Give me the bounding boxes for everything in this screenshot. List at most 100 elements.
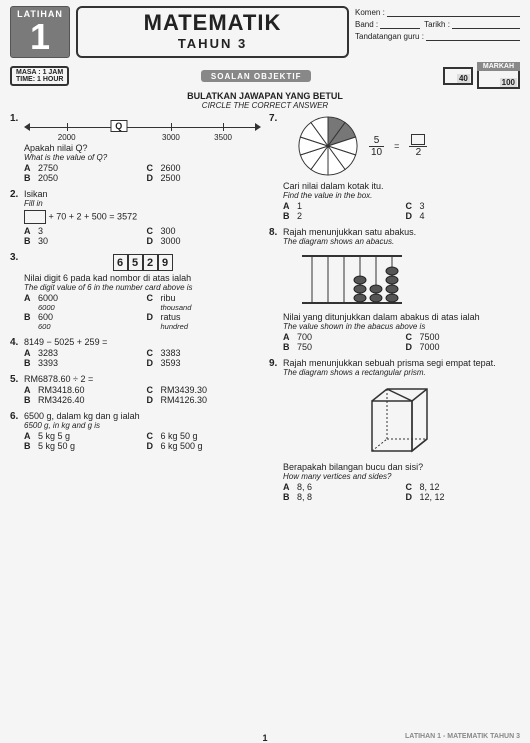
question-6: 6. 6500 g, dalam kg dan g ialah 6500 g, … (10, 411, 261, 451)
masa-l2: TIME: 1 HOUR (16, 76, 63, 83)
q7-num: 7. (269, 113, 283, 221)
time-box: MASA : 1 JAM TIME: 1 HOUR (10, 66, 69, 86)
pie-chart-icon (297, 115, 359, 177)
q1-opt-b[interactable]: B2050 (24, 173, 139, 183)
abacus-icon (297, 248, 407, 308)
q2-title-en: Fill in (24, 199, 261, 208)
q3-opt-c[interactable]: Cributhousand (147, 293, 262, 312)
q8-opt-d[interactable]: D7000 (406, 342, 521, 352)
q8-prompt-en: The diagram shows an abacus. (283, 237, 520, 246)
q4-opt-d[interactable]: D3593 (147, 358, 262, 368)
q1-prompt-bm: Apakah nilai Q? (24, 143, 261, 153)
q5-opt-c[interactable]: CRM3439.30 (147, 385, 262, 395)
q6-opt-d[interactable]: D6 kg 500 g (147, 441, 262, 451)
q3-prompt-bm: Nilai digit 6 pada kad nombor di atas ia… (24, 273, 261, 283)
sign-line[interactable] (426, 32, 520, 41)
q3-opt-d[interactable]: Dratushundred (147, 312, 262, 331)
question-4: 4. 8149 − 5025 + 259 = A3283 C3383 B3393… (10, 337, 261, 368)
q6-opt-a[interactable]: A5 kg 5 g (24, 431, 139, 441)
q1-opt-c[interactable]: C2600 (147, 163, 262, 173)
q4-opt-c[interactable]: C3383 (147, 348, 262, 358)
number-cards: 6 5 2 9 (24, 254, 261, 271)
q5-opt-d[interactable]: DRM4126.30 (147, 395, 262, 405)
q6-prompt-bm: 6500 g, dalam kg dan g ialah (24, 411, 261, 421)
q8-opt-a[interactable]: A700 (283, 332, 398, 342)
question-7: 7. 510 = 2 Cari nilai dalam kotak itu. F… (269, 113, 520, 221)
fraction-box[interactable] (411, 134, 425, 145)
q7-prompt-bm: Cari nilai dalam kotak itu. (283, 181, 520, 191)
q3-num: 3. (10, 252, 24, 331)
info-box: Komen : Band : Tarikh : Tandatangan guru… (355, 6, 520, 58)
q8-num: 8. (269, 227, 283, 352)
q6-opt-b[interactable]: B5 kg 50 g (24, 441, 139, 451)
q1-opt-d[interactable]: D2500 (147, 173, 262, 183)
number-line: 2000 Q 3000 3500 (24, 115, 261, 141)
q6-prompt-en: 6500 g, in kg and g is (24, 421, 261, 430)
q9-prompt-en: The diagram shows a rectangular prism. (283, 368, 520, 377)
q9-num: 9. (269, 358, 283, 502)
latihan-badge: LATIHAN 1 (10, 6, 70, 58)
comment-line[interactable] (387, 8, 520, 17)
score-wrap: 40 MARKAH 100 (443, 62, 520, 89)
q2-num: 2. (10, 189, 24, 246)
q9-opt-a[interactable]: A8, 6 (283, 482, 398, 492)
tick-3500: 3500 (214, 133, 232, 142)
q9-prompt-bm: Rajah menunjukkan sebuah prisma segi emp… (283, 358, 520, 368)
markah-total: 100 (500, 78, 517, 87)
fill-box[interactable] (24, 210, 46, 224)
q1-opt-a[interactable]: A2750 (24, 163, 139, 173)
q6-num: 6. (10, 411, 24, 451)
question-1: 1. 2000 Q 3000 3500 Apakah nilai Q? What… (10, 113, 261, 183)
band-label: Band : (355, 20, 378, 29)
right-column: 7. 510 = 2 Cari nilai dalam kotak itu. F… (269, 113, 520, 508)
q8-opt-c[interactable]: C7500 (406, 332, 521, 342)
fraction-right: 2 (409, 134, 427, 157)
q2-opt-b[interactable]: B30 (24, 236, 139, 246)
q7-opt-c[interactable]: C3 (406, 201, 521, 211)
q6-opt-c[interactable]: C6 kg 50 g (147, 431, 262, 441)
q5-opt-a[interactable]: ARM3418.60 (24, 385, 139, 395)
q7-opt-d[interactable]: D4 (406, 211, 521, 221)
instructions: BULATKAN JAWAPAN YANG BETUL CIRCLE THE C… (10, 91, 520, 110)
prism-icon (357, 381, 447, 456)
instr-en: CIRCLE THE CORRECT ANSWER (10, 101, 520, 110)
q9-opt-d[interactable]: D12, 12 (406, 492, 521, 502)
q9-opt-c[interactable]: C8, 12 (406, 482, 521, 492)
q3-opt-a[interactable]: A60006000 (24, 293, 139, 312)
title-main: MATEMATIK (82, 10, 343, 36)
q-box: Q (110, 120, 127, 132)
date-line[interactable] (452, 20, 520, 29)
card-1: 5 (128, 254, 143, 271)
sign-label: Tandatangan guru : (355, 32, 424, 41)
markah-label: MARKAH (477, 62, 520, 71)
q8-opt-b[interactable]: B750 (283, 342, 398, 352)
q9-prompt2-en: How many vertices and sides? (283, 472, 520, 481)
question-3: 3. 6 5 2 9 Nilai digit 6 pada kad nombor… (10, 252, 261, 331)
question-5: 5. RM6878.60 ÷ 2 = ARM3418.60 CRM3439.30… (10, 374, 261, 405)
q5-num: 5. (10, 374, 24, 405)
q5-prompt: RM6878.60 ÷ 2 = (24, 374, 261, 384)
footer-tag: LATIHAN 1 - MATEMATIK TAHUN 3 (405, 733, 520, 740)
q3-prompt-en: The digit value of 6 in the number card … (24, 283, 261, 292)
q4-prompt: 8149 − 5025 + 259 = (24, 337, 261, 347)
q1-num: 1. (10, 113, 24, 183)
q2-title: Isikan (24, 189, 261, 199)
q2-opt-d[interactable]: D3000 (147, 236, 262, 246)
q7-opt-a[interactable]: A1 (283, 201, 398, 211)
q2-opt-c[interactable]: C300 (147, 226, 262, 236)
q4-opt-a[interactable]: A3283 (24, 348, 139, 358)
band-line[interactable] (380, 20, 420, 29)
instr-bm: BULATKAN JAWAPAN YANG BETUL (10, 91, 520, 101)
card-2: 2 (143, 254, 158, 271)
card-3: 9 (158, 254, 173, 271)
q5-opt-b[interactable]: BRM3426.40 (24, 395, 139, 405)
comment-label: Komen : (355, 8, 385, 17)
q7-opt-b[interactable]: B2 (283, 211, 398, 221)
q3-opt-b[interactable]: B600600 (24, 312, 139, 331)
q2-opt-a[interactable]: A3 (24, 226, 139, 236)
q1-prompt-en: What is the value of Q? (24, 153, 261, 162)
q9-opt-b[interactable]: B8, 8 (283, 492, 398, 502)
q8-prompt2-en: The value shown in the abacus above is (283, 322, 520, 331)
row2: MASA : 1 JAM TIME: 1 HOUR SOALAN OBJEKTI… (10, 62, 520, 89)
q4-opt-b[interactable]: B3393 (24, 358, 139, 368)
